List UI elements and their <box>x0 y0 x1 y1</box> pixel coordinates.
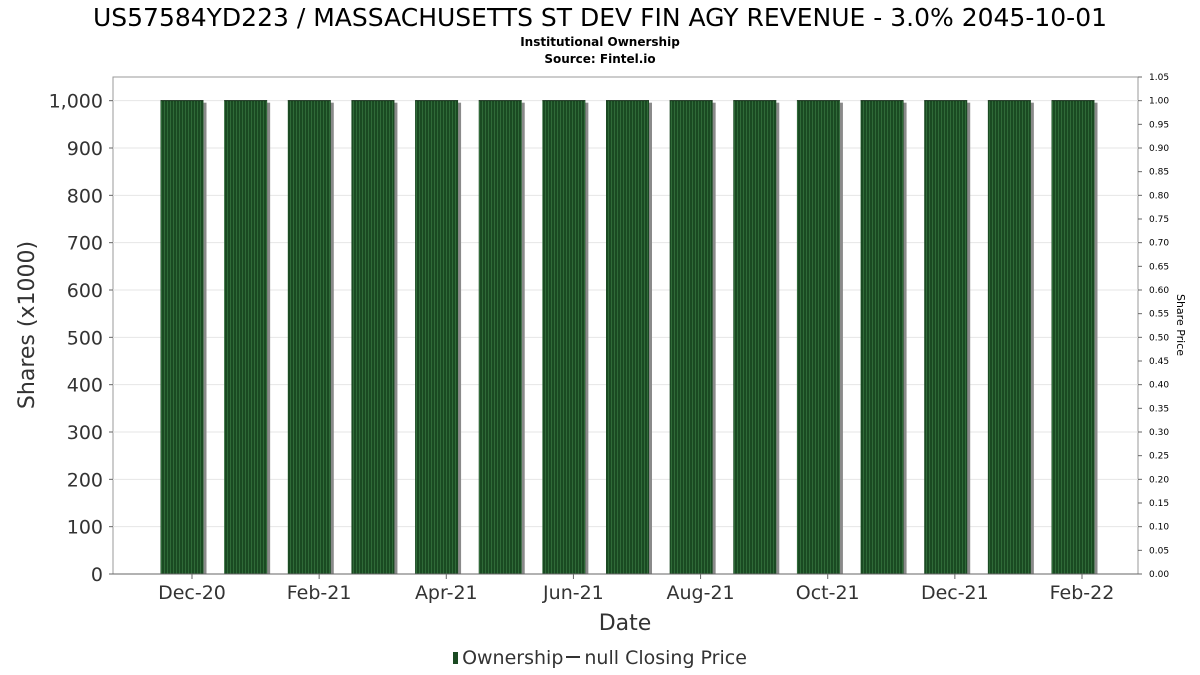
y2-tick-label: 0.85 <box>1149 168 1169 178</box>
y2-tick-label: 0.75 <box>1149 215 1169 225</box>
y-tick-label: 600 <box>67 280 103 302</box>
bars-group <box>160 100 1098 575</box>
chart-title: US57584YD223 / MASSACHUSETTS ST DEV FIN … <box>92 3 1108 32</box>
ownership-bar <box>669 100 716 575</box>
ownership-bar <box>924 100 971 575</box>
x-axis-label: Date <box>599 611 652 636</box>
y2-tick-label: 0.80 <box>1149 191 1169 201</box>
y2-tick-label: 0.45 <box>1149 357 1169 367</box>
ownership-bar <box>478 100 525 575</box>
x-tick-label: Dec-21 <box>921 582 989 604</box>
ownership-bar <box>606 100 652 575</box>
y2-tick-label: 0.95 <box>1149 120 1169 130</box>
y-tick-label: 200 <box>67 469 103 491</box>
y2-tick-label: 0.90 <box>1149 144 1169 154</box>
x-tick-label: Feb-21 <box>287 582 352 604</box>
ownership-bar <box>796 100 843 575</box>
y2-tick-label: 0.20 <box>1149 475 1169 485</box>
x-tick-label: Oct-21 <box>796 582 860 604</box>
ownership-bar <box>287 100 334 575</box>
y2-tick-label: 0.30 <box>1149 428 1169 438</box>
y2-axis-ticks: 0.00 0.05 0.10 0.15 0.20 0.25 0.30 0.35 0.40 0.45… <box>1138 73 1169 580</box>
y2-tick-label: 1.00 <box>1149 97 1169 107</box>
y2-tick-label: 0.65 <box>1149 262 1169 272</box>
y2-tick-label: 0.05 <box>1149 546 1169 556</box>
y-tick-label: 400 <box>67 375 103 397</box>
y-tick-label: 1,000 <box>49 91 103 113</box>
closing-price-legend-swatch <box>566 656 581 658</box>
y-tick-label: 0 <box>91 564 103 586</box>
y-tick-label: 500 <box>67 327 103 349</box>
ownership-bar <box>733 100 780 575</box>
x-tick-label: Jun-21 <box>542 582 604 604</box>
y2-tick-label: 0.00 <box>1149 570 1169 580</box>
x-tick-label: Dec-20 <box>158 582 226 604</box>
y2-tick-label: 1.05 <box>1149 73 1169 83</box>
chart-legend: Ownership null Closing Price <box>0 647 1200 669</box>
chart-source: Source: Fintel.io <box>544 52 656 66</box>
ownership-bar <box>160 100 207 575</box>
y2-tick-label: 0.10 <box>1149 523 1169 533</box>
y2-tick-label: 0.70 <box>1149 239 1169 249</box>
x-tick-label: Aug-21 <box>667 582 735 604</box>
x-axis-ticks: Dec-20 Feb-21 Apr-21 Jun-21 Aug-21 Oct-21 Dec-… <box>158 574 1114 604</box>
y2-tick-label: 0.50 <box>1149 333 1169 343</box>
y-tick-label: 800 <box>67 185 103 207</box>
ownership-bar <box>860 100 907 575</box>
ownership-bar <box>542 100 589 575</box>
legend-ownership-label: Ownership <box>462 647 564 669</box>
ownership-bar <box>351 100 398 575</box>
y-tick-label: 900 <box>67 138 103 160</box>
y-tick-label: 100 <box>67 517 103 539</box>
y2-tick-label: 0.60 <box>1149 286 1169 296</box>
ownership-bar <box>224 100 271 575</box>
legend-closing-price-label: null Closing Price <box>584 647 747 669</box>
y-tick-label: 300 <box>67 422 103 444</box>
ownership-bar <box>1051 100 1098 575</box>
chart-subtitle: Institutional Ownership <box>520 35 680 49</box>
y-axis-ticks: 0 100 200 300 400 500 600 700 800 900 1,000 <box>49 91 113 586</box>
ownership-bar <box>415 100 462 575</box>
ownership-legend-swatch <box>453 652 459 664</box>
y2-tick-label: 0.35 <box>1149 404 1169 414</box>
x-tick-label: Feb-22 <box>1050 582 1115 604</box>
y2-tick-label: 0.15 <box>1149 499 1169 509</box>
y2-tick-label: 0.25 <box>1149 452 1169 462</box>
y2-tick-label: 0.55 <box>1149 310 1169 320</box>
y2-tick-label: 0.40 <box>1149 381 1169 391</box>
ownership-bar <box>987 100 1034 575</box>
y-axis-label: Shares (x1000) <box>15 241 40 409</box>
x-tick-label: Apr-21 <box>415 582 478 604</box>
y2-axis-label: Share Price <box>1174 294 1187 356</box>
y-tick-label: 700 <box>67 233 103 255</box>
